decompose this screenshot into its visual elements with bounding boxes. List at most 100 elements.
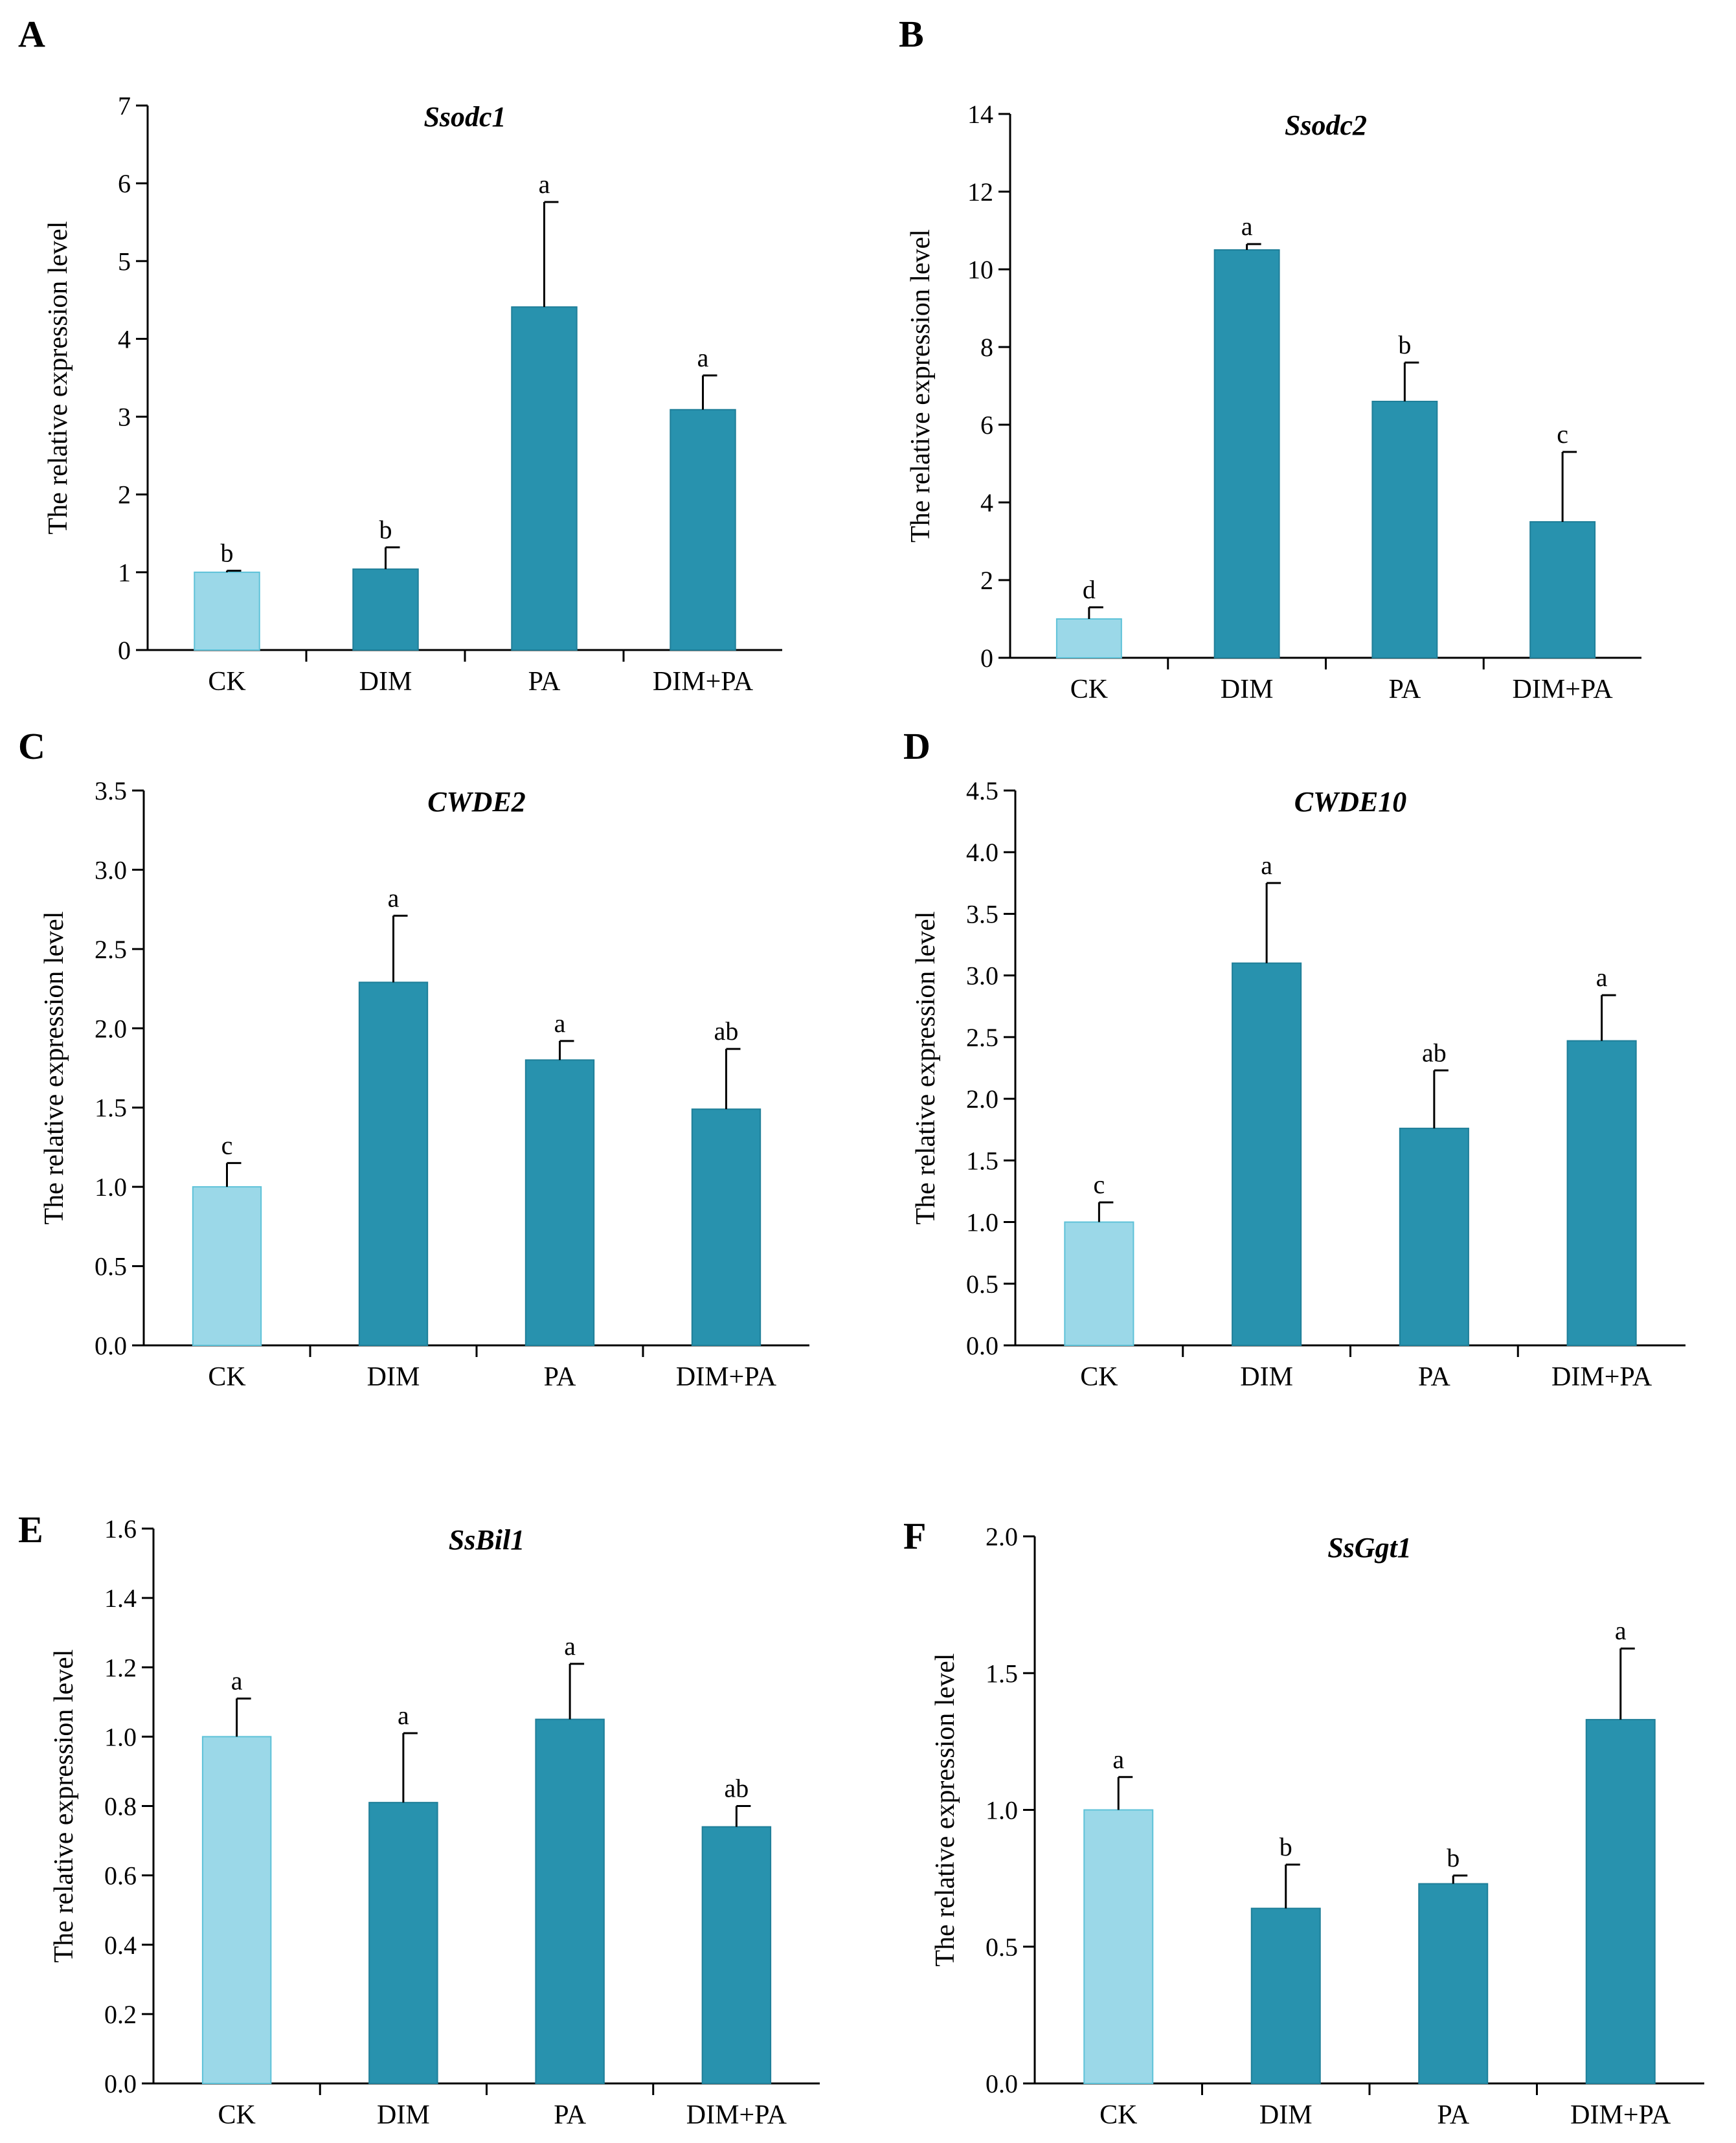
bar-ck [201, 1736, 272, 2084]
significance-label: a [1615, 1616, 1627, 1645]
significance-label: a [564, 1632, 576, 1661]
x-category-label: PA [1388, 675, 1421, 704]
y-tick-label: 4 [980, 488, 993, 517]
x-category-label: DIM+PA [1513, 675, 1614, 704]
y-tick-label: 1.5 [95, 1094, 127, 1123]
y-tick-label: 0.0 [104, 2069, 137, 2098]
y-tick-label: 4.0 [966, 838, 998, 867]
bar-dim [358, 982, 429, 1346]
y-tick-label: 6 [980, 410, 993, 440]
y-tick-label: 2.0 [986, 1522, 1018, 1551]
panel-f: F SsGgt1 The relative expression level 0.0 0… [903, 1515, 1704, 2130]
y-tick-label: 1.0 [95, 1172, 127, 1202]
y-axis-label: The relative expression level [906, 229, 936, 543]
y-axis-label: The relative expression level [49, 1650, 79, 1963]
y-tick-label: 1.0 [966, 1208, 998, 1237]
y-tick-label: 3.5 [966, 899, 998, 928]
significance-label: c [1093, 1170, 1105, 1199]
bar-dim-pa [701, 1826, 772, 2084]
y-tick-label: 1.4 [104, 1584, 137, 1613]
x-category-label: DIM [367, 1362, 420, 1392]
x-category-label: DIM [1259, 2100, 1313, 2130]
x-category-label: PA [544, 1362, 577, 1392]
panel-letter: F [903, 1515, 926, 1557]
y-tick-label: 6 [118, 169, 131, 198]
y-tick-label: 2.5 [95, 935, 127, 964]
y-tick-label: 0.5 [966, 1270, 998, 1299]
significance-label: ab [714, 1016, 739, 1046]
significance-label: d [1083, 575, 1096, 604]
chart-title: CWDE2 [427, 786, 526, 818]
y-tick-label: 1 [118, 558, 131, 587]
panel-a: A Ssodc1 The relative expression level 0 1 2 3… [18, 13, 782, 697]
y-tick-label: 1.5 [986, 1659, 1018, 1688]
x-category-label: DIM+PA [653, 667, 754, 697]
significance-label: a [1596, 963, 1608, 992]
y-tick-label: 1.0 [986, 1796, 1018, 1825]
bar-dim-pa [691, 1108, 761, 1346]
y-tick-label: 4 [118, 324, 131, 353]
bar-dim [1232, 962, 1302, 1346]
y-tick-label: 1.2 [104, 1653, 137, 1682]
panel-letter: D [903, 725, 930, 767]
y-tick-label: 0.0 [986, 2069, 1018, 2098]
significance-label: a [1112, 1745, 1124, 1774]
y-tick-label: 0.5 [95, 1252, 127, 1281]
significance-label: a [388, 883, 400, 912]
chart-title: Ssodc2 [1285, 109, 1367, 141]
panel-letter: A [18, 13, 45, 55]
significance-label: b [1398, 330, 1411, 359]
bar-pa [524, 1059, 595, 1347]
y-tick-label: 3.0 [966, 961, 998, 991]
x-category-label: DIM [1221, 675, 1274, 704]
bar-dim [368, 1802, 438, 2085]
x-category-label: CK [1070, 675, 1108, 704]
y-axis-label: The relative expression level [39, 912, 69, 1225]
chart-title: SsBil1 [449, 1524, 524, 1556]
x-category-label: PA [1437, 2100, 1470, 2130]
bar-pa [1418, 1883, 1489, 2084]
significance-label: c [1557, 420, 1568, 449]
y-tick-label: 8 [980, 333, 993, 362]
bar-ck [1055, 618, 1122, 658]
significance-label: a [398, 1701, 409, 1730]
y-tick-label: 1.0 [104, 1722, 137, 1751]
significance-label: a [1261, 851, 1272, 880]
y-tick-label: 0.4 [104, 1931, 137, 1960]
significance-label: c [221, 1130, 233, 1160]
panel-e: E SsBil1 The relative expression level 0.0 0… [18, 1509, 820, 2130]
significance-label: b [1279, 1832, 1292, 1861]
y-axis-label: The relative expression level [930, 1654, 960, 1967]
x-category-label: DIM+PA [676, 1362, 777, 1392]
y-tick-label: 1.6 [104, 1514, 137, 1543]
bar-dim-pa [670, 409, 736, 651]
y-axis-label: The relative expression level [43, 221, 73, 535]
y-tick-label: 12 [967, 177, 993, 207]
x-category-label: DIM [1240, 1362, 1293, 1392]
significance-label: ab [724, 1774, 749, 1803]
bar-ck [192, 1186, 262, 1346]
panel-b: B Ssodc2 The relative expression level 0 2 4 6… [899, 13, 1641, 704]
y-axis-label: The relative expression level [911, 912, 941, 1225]
x-category-label: CK [208, 1362, 245, 1392]
x-category-label: DIM [359, 667, 412, 697]
x-category-label: CK [218, 2100, 255, 2130]
y-tick-label: 2 [118, 480, 131, 510]
x-category-label: CK [208, 667, 245, 697]
bar-dim-pa [1529, 521, 1596, 658]
panel-d: D CWDE10 The relative expression level 0.0 0… [903, 725, 1685, 1392]
chart-title: SsGgt1 [1327, 1532, 1412, 1564]
y-tick-label: 7 [118, 91, 131, 120]
significance-label: a [1241, 212, 1253, 241]
bar-dim-pa [1585, 1719, 1656, 2084]
x-category-label: PA [1418, 1362, 1451, 1392]
y-tick-label: 2.5 [966, 1023, 998, 1052]
y-tick-label: 4.5 [966, 776, 998, 805]
y-tick-label: 0.5 [986, 1933, 1018, 1962]
y-tick-label: 0 [118, 636, 131, 665]
bar-dim-pa [1566, 1040, 1637, 1346]
y-tick-label: 2.0 [966, 1084, 998, 1114]
panel-c: C CWDE2 The relative expression level 0.0 0.… [18, 725, 809, 1392]
